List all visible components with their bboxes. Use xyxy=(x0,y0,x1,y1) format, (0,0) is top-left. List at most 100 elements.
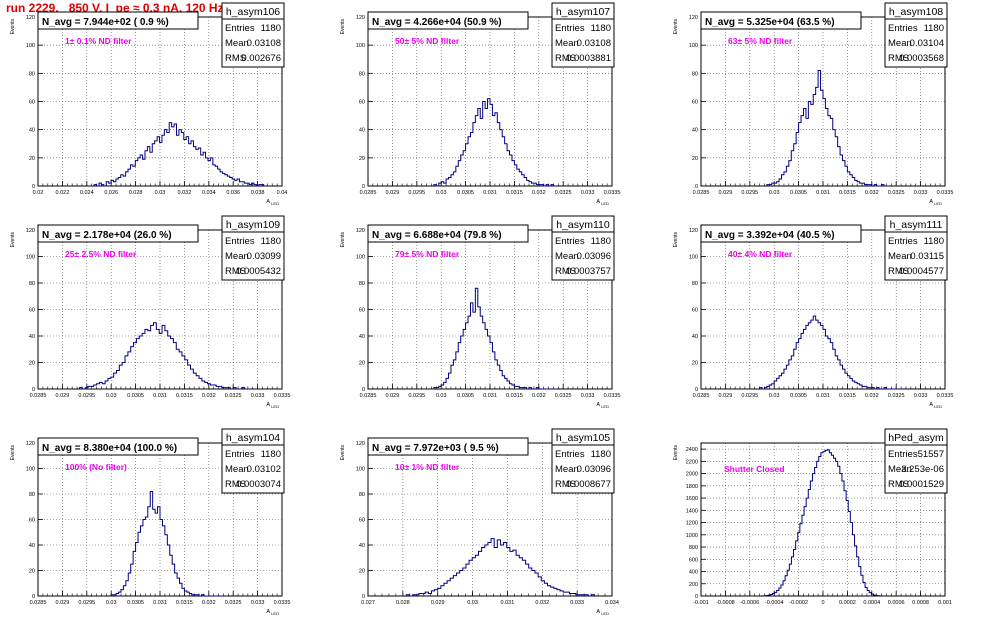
histogram-bin xyxy=(517,386,519,389)
histogram-bin xyxy=(155,141,157,186)
stats-value-entries: 51557 xyxy=(918,449,944,460)
x-tick-label: 0.03 xyxy=(769,393,780,399)
stats-histogram-name: h_asym108 xyxy=(889,6,943,18)
histogram-bin xyxy=(450,578,453,596)
histogram-bin xyxy=(91,386,94,389)
y-tick-label: 0 xyxy=(695,184,698,190)
y-tick-label: 100 xyxy=(356,255,365,261)
histogram-bin xyxy=(201,155,203,186)
histogram-bin xyxy=(786,365,788,389)
histogram-bin xyxy=(582,595,585,596)
y-tick-label: 80 xyxy=(29,281,35,287)
histogram-bin xyxy=(233,388,236,389)
histogram-bin xyxy=(872,388,874,389)
x-tick-label: -0.001 xyxy=(693,600,709,606)
histogram-bin xyxy=(228,388,231,389)
y-tick-label: 60 xyxy=(29,518,35,524)
histogram-bin xyxy=(150,491,152,596)
stats-label-mean: Mean xyxy=(555,38,579,49)
histogram-bin xyxy=(816,320,818,389)
stats-box xyxy=(884,215,948,281)
histogram-bin xyxy=(579,595,582,596)
y-tick-label: 1400 xyxy=(686,508,698,514)
histogram-bin xyxy=(850,523,852,596)
histogram-bin xyxy=(808,490,810,596)
x-tick-label: 0.04 xyxy=(277,190,288,196)
histogram-bin xyxy=(235,180,237,186)
panel-title: N_avg = 8.380e+04 (100.0 %) xyxy=(42,443,177,454)
filter-annotation: 79± 5% ND filter xyxy=(395,249,460,259)
histogram-bin xyxy=(451,175,453,186)
histogram-bin xyxy=(142,333,145,389)
histogram-bin xyxy=(201,595,203,596)
y-tick-label: 20 xyxy=(29,361,35,367)
histogram-bin xyxy=(519,388,521,389)
histogram-bin xyxy=(463,329,465,389)
x-tick-label: 0.0325 xyxy=(225,393,242,399)
histogram-bin xyxy=(215,166,217,186)
histogram-bin xyxy=(519,558,522,596)
histogram-bin xyxy=(850,378,852,389)
y-tick-label: 20 xyxy=(359,569,365,575)
histogram-bin xyxy=(194,595,196,596)
histogram-bin xyxy=(242,182,244,186)
histogram-bin xyxy=(522,560,525,596)
histogram-bin xyxy=(457,573,460,596)
histogram-bin xyxy=(153,323,156,389)
stats-value-mean: 0.03104 xyxy=(910,38,944,49)
stats-value-mean: 0.03099 xyxy=(247,251,281,262)
histogram-bin xyxy=(118,178,120,186)
x-tick-label: 0.032 xyxy=(532,190,546,196)
histogram-bin xyxy=(252,183,254,186)
x-axis-label-main: A xyxy=(266,402,270,408)
histogram-bin xyxy=(116,593,118,596)
histogram-bin xyxy=(522,388,524,389)
histogram-bin xyxy=(108,378,111,389)
histogram-bin xyxy=(789,564,791,596)
histogram-bin xyxy=(157,137,159,186)
stats-label-entries: Entries xyxy=(555,236,585,247)
histogram-bin xyxy=(492,116,494,186)
stats-label-mean: Mean xyxy=(888,251,912,262)
x-tick-label: 0.027 xyxy=(361,600,375,606)
histogram-bin xyxy=(88,386,91,389)
histogram-bin xyxy=(551,587,554,596)
x-tick-label: 0.029 xyxy=(719,190,733,196)
x-tick-label: 0.0002 xyxy=(839,600,856,606)
filter-annotation: 40± 4% ND filter xyxy=(728,249,793,259)
y-axis-label: Events xyxy=(340,19,346,35)
histogram-bin xyxy=(145,517,147,596)
histogram-bin xyxy=(156,329,159,389)
histogram-bin xyxy=(812,474,814,596)
panel-title: N_avg = 4.266e+04 (50.9 %) xyxy=(372,17,502,28)
histogram-bin xyxy=(242,388,245,389)
stats-value-mean: 0.03115 xyxy=(910,251,944,262)
y-tick-label: 40 xyxy=(359,128,365,134)
stats-value-rms: 0.002676 xyxy=(241,53,281,64)
y-tick-label: 40 xyxy=(359,334,365,340)
stats-histogram-name: h_asym110 xyxy=(556,219,610,231)
histogram-bin xyxy=(469,560,472,596)
histogram-bin xyxy=(143,159,145,186)
histogram-line xyxy=(759,315,902,390)
histogram-bin xyxy=(491,539,494,596)
histogram-bin xyxy=(109,183,111,186)
histogram-bin xyxy=(136,339,139,389)
x-tick-label: 0.031 xyxy=(153,393,167,399)
histogram-bin xyxy=(767,386,769,389)
histogram-bin xyxy=(831,455,833,596)
x-tick-label: 0.0305 xyxy=(127,393,144,399)
histogram-bin xyxy=(439,386,441,389)
histogram-bin xyxy=(254,185,256,186)
histogram-bin xyxy=(864,185,866,186)
title-box xyxy=(700,11,862,30)
histogram-line xyxy=(761,449,885,597)
x-axis-label: A LED xyxy=(596,199,609,206)
histogram-bin xyxy=(834,458,836,596)
histogram-bin xyxy=(138,158,140,186)
histogram-bin xyxy=(551,185,553,186)
histogram-bin xyxy=(512,385,514,389)
histogram-bin xyxy=(126,172,128,186)
histogram-bin xyxy=(114,595,116,596)
